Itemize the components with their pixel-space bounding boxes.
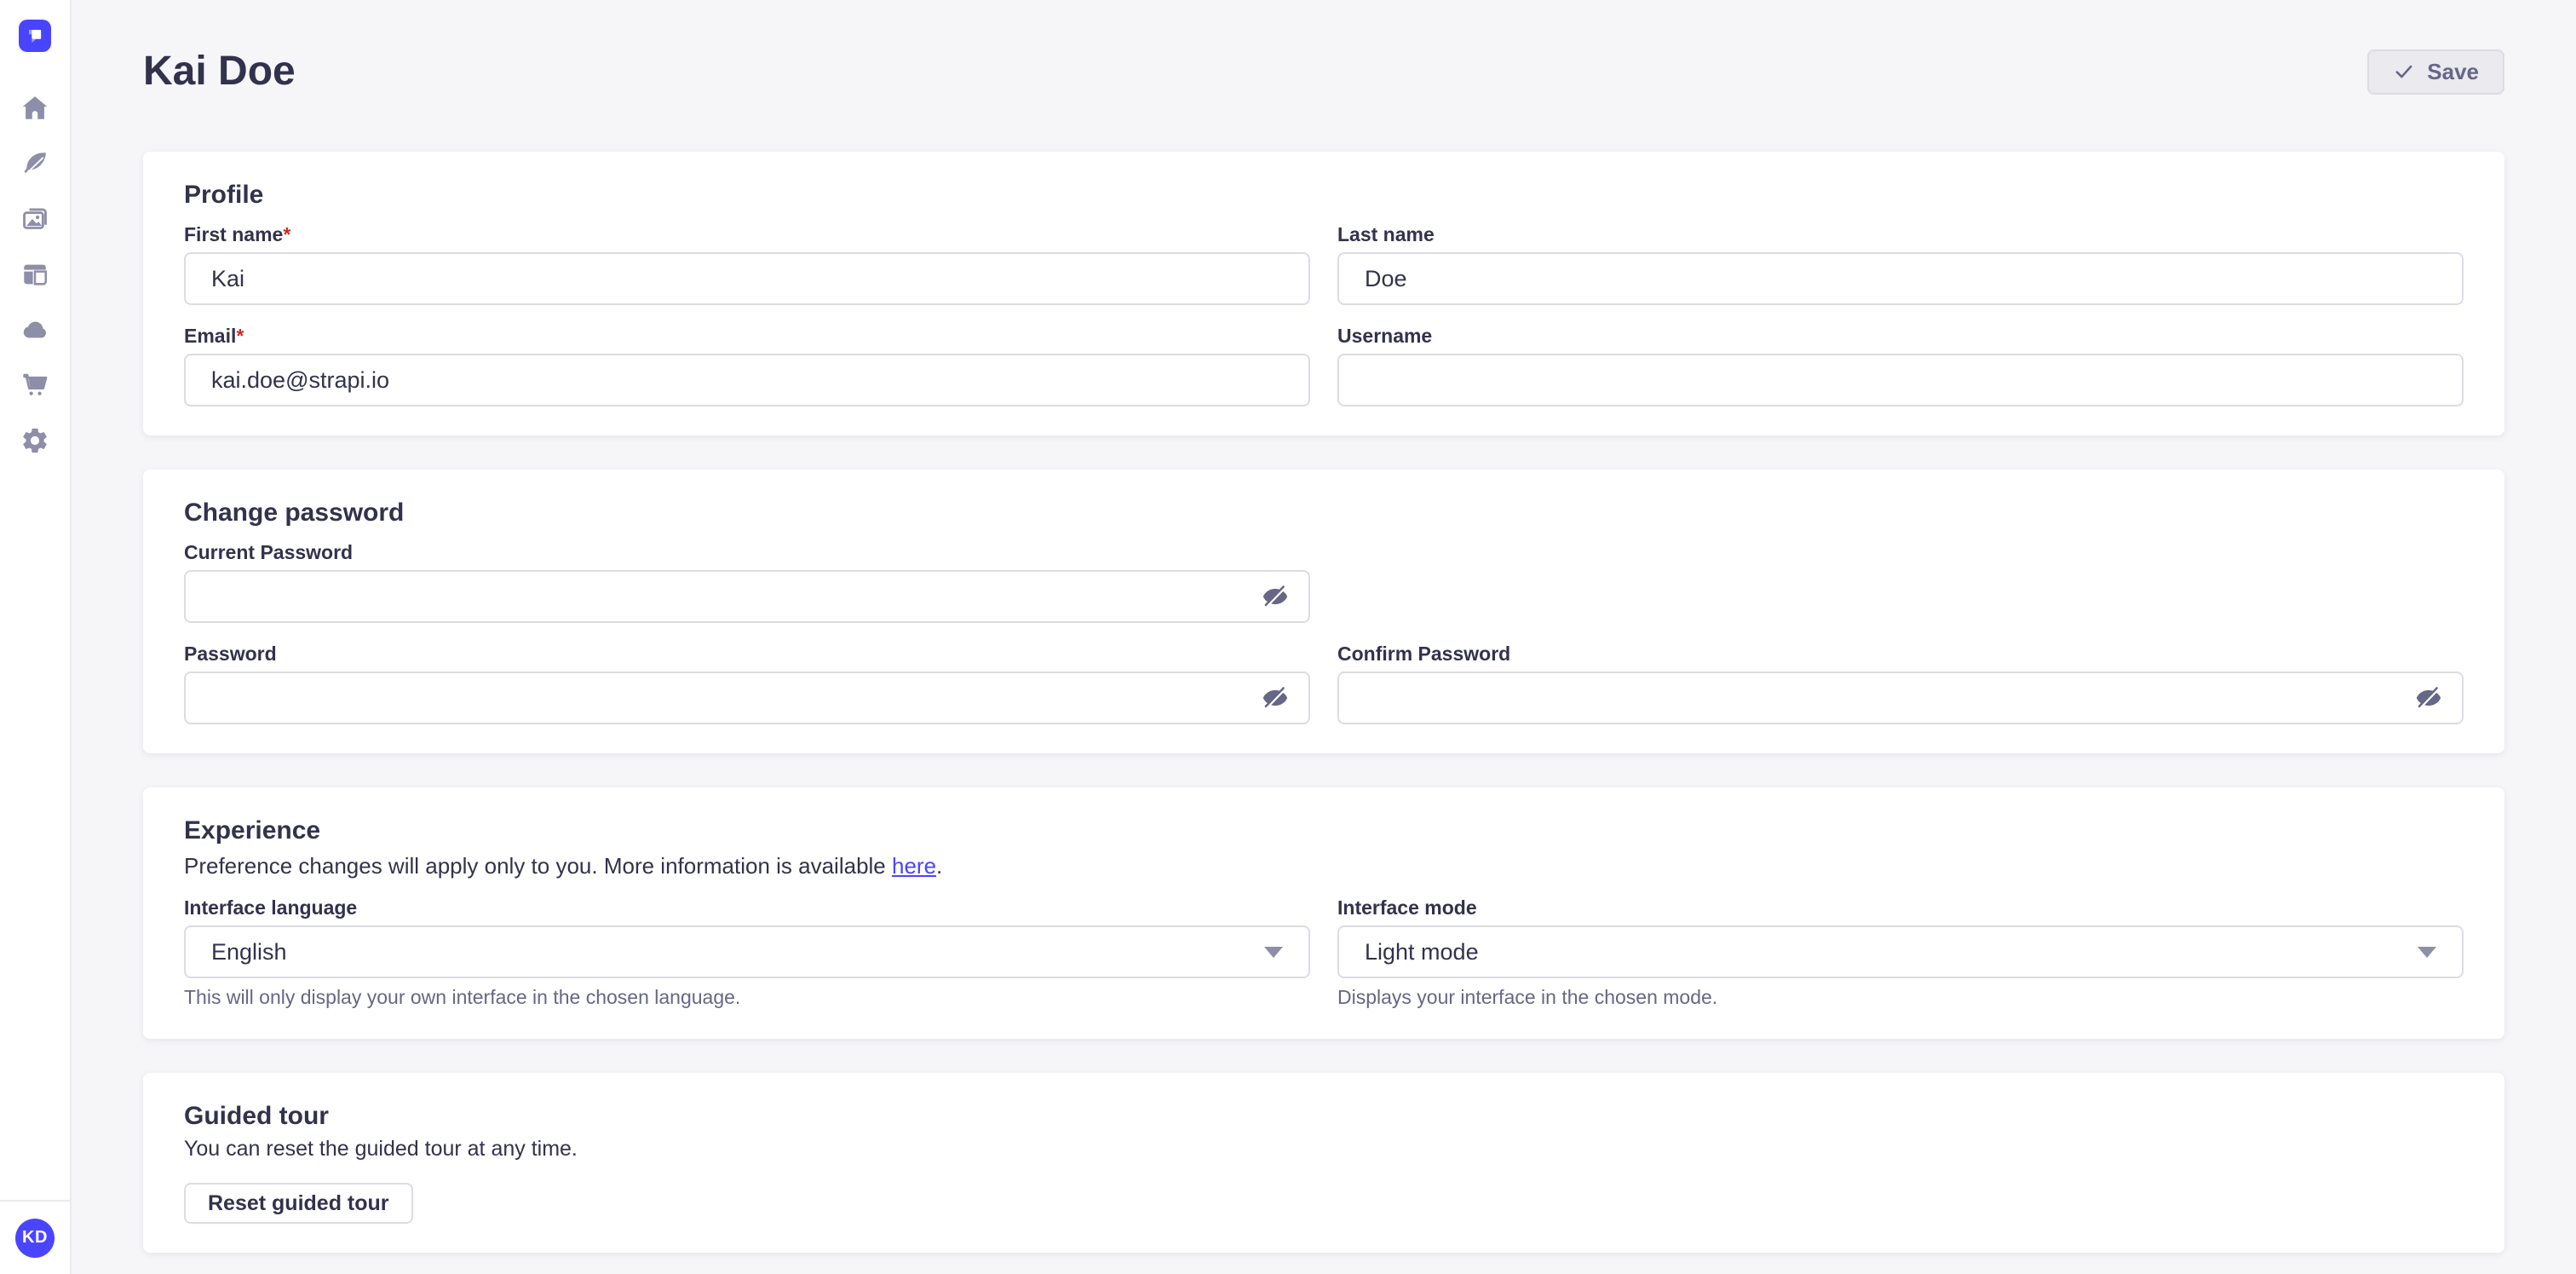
interface-mode-value: Light mode [1365, 938, 1479, 965]
content-manager-icon[interactable] [20, 260, 49, 289]
experience-card: Experience Preference changes will apply… [143, 787, 2504, 1039]
content-type-builder-icon[interactable] [20, 149, 49, 178]
more-information-link[interactable]: here [891, 853, 937, 879]
toggle-password-visibility-button[interactable] [1261, 582, 1290, 611]
chevron-down-icon [2418, 946, 2436, 958]
interface-language-label: Interface language [184, 896, 358, 919]
interface-mode-hint: Displays your interface in the chosen mo… [1337, 986, 1718, 1008]
email-field-group: Email* [184, 326, 1310, 406]
email-label-text: Email [184, 325, 237, 347]
save-button[interactable]: Save [2367, 49, 2504, 95]
last-name-field-group: Last name [1337, 224, 2464, 305]
confirm-password-input[interactable] [1337, 672, 2464, 724]
user-avatar[interactable]: KD [15, 1218, 55, 1258]
username-label: Username [1337, 325, 1433, 347]
interface-language-select[interactable]: English [184, 925, 1310, 978]
experience-description: Preference changes will apply only to yo… [184, 851, 2464, 880]
required-asterisk: * [283, 223, 291, 245]
current-password-label: Current Password [184, 541, 354, 563]
chevron-down-icon [1264, 946, 1283, 958]
home-icon[interactable] [20, 94, 49, 123]
media-library-icon[interactable] [20, 205, 49, 233]
interface-mode-label: Interface mode [1337, 896, 1477, 919]
strapi-logo-icon[interactable] [19, 20, 51, 52]
settings-icon[interactable] [20, 426, 49, 455]
required-asterisk: * [236, 325, 244, 347]
page-title: Kai Doe [143, 49, 296, 94]
spacer [1337, 542, 2464, 623]
reset-guided-tour-button[interactable]: Reset guided tour [184, 1183, 413, 1224]
interface-mode-select[interactable]: Light mode [1337, 925, 2464, 978]
experience-description-prefix: Preference changes will apply only to yo… [184, 853, 892, 879]
password-input[interactable] [184, 672, 1310, 724]
current-password-input[interactable] [184, 570, 1310, 623]
email-label: Email* [184, 326, 1310, 347]
confirm-password-field-group: Confirm Password [1337, 643, 2464, 724]
experience-description-suffix: . [936, 853, 943, 879]
confirm-password-label: Confirm Password [1337, 643, 1511, 665]
change-password-card: Change password Current Password [143, 470, 2504, 753]
save-button-label: Save [2427, 58, 2479, 84]
email-input[interactable] [184, 354, 1310, 406]
check-icon [2395, 65, 2412, 78]
deployment-cloud-icon[interactable] [20, 315, 49, 344]
marketplace-icon[interactable] [20, 371, 49, 400]
first-name-label: First name* [184, 224, 1310, 245]
toggle-password-visibility-button[interactable] [2414, 683, 2443, 712]
profile-section-title: Profile [184, 181, 264, 209]
main-content: Kai Doe Save Profile First name* Last na… [72, 0, 2576, 1274]
password-field-group: Password [184, 643, 1310, 724]
password-label: Password [184, 643, 277, 665]
interface-mode-field-group: Interface mode Light mode Displays your … [1337, 897, 2464, 1010]
guided-tour-description: You can reset the guided tour at any tim… [184, 1137, 578, 1161]
current-password-field-group: Current Password [184, 542, 1310, 623]
first-name-field-group: First name* [184, 224, 1310, 305]
guided-tour-section-title: Guided tour [184, 1102, 329, 1130]
experience-section-title: Experience [184, 816, 321, 845]
sidebar-footer: KD [0, 1200, 70, 1274]
username-field-group: Username [1337, 326, 2464, 406]
change-password-section-title: Change password [184, 499, 405, 527]
last-name-label: Last name [1337, 223, 1435, 245]
first-name-input[interactable] [184, 252, 1310, 305]
eye-slash-icon [2416, 687, 2441, 710]
page-header: Kai Doe Save [143, 48, 2504, 95]
interface-language-value: English [211, 938, 287, 965]
first-name-label-text: First name [184, 223, 284, 245]
sidebar: KD [0, 0, 72, 1274]
interface-language-hint: This will only display your own interfac… [184, 986, 741, 1008]
profile-card: Profile First name* Last name Email* Use… [143, 152, 2504, 435]
toggle-password-visibility-button[interactable] [1261, 683, 1290, 712]
interface-language-field-group: Interface language English This will onl… [184, 897, 1310, 1010]
sidebar-nav [20, 94, 49, 455]
eye-slash-icon [1262, 585, 1288, 608]
eye-slash-icon [1262, 687, 1288, 710]
guided-tour-card: Guided tour You can reset the guided tou… [143, 1073, 2504, 1253]
last-name-input[interactable] [1337, 252, 2464, 305]
username-input[interactable] [1337, 354, 2464, 406]
